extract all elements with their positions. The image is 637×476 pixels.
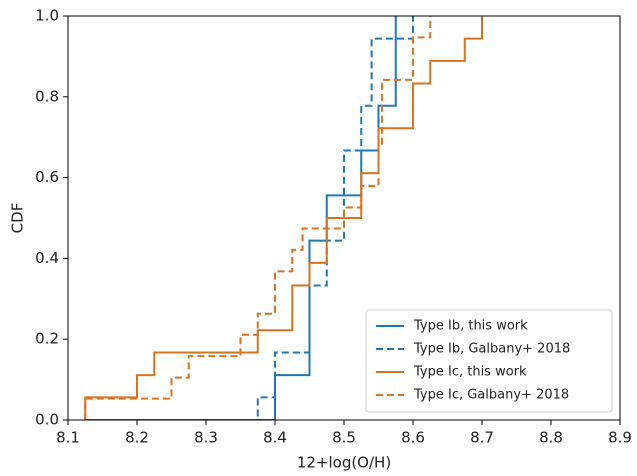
y-tick-label: 0.6	[35, 168, 59, 186]
legend-label: Type Ic, Galbany+ 2018	[413, 388, 569, 403]
x-tick-label: 8.8	[539, 429, 563, 447]
cdf-line	[84, 16, 483, 420]
legend-label: Type Ic, this work	[413, 365, 527, 380]
x-tick-label: 8.7	[470, 429, 494, 447]
cdf-line	[84, 16, 432, 420]
y-axis-label: CDF	[9, 203, 27, 234]
x-tick-label: 8.9	[608, 429, 632, 447]
legend-box	[365, 309, 613, 413]
y-tick-label: 0.4	[35, 249, 59, 267]
cdf-line	[85, 16, 414, 420]
y-tick-label: 1.0	[35, 7, 59, 25]
legend-label: Type Ib, this work	[413, 319, 528, 334]
x-tick-label: 8.6	[401, 429, 425, 447]
legend: Type Ib, this work Type Ib, Galbany+ 2018…	[365, 309, 613, 413]
x-tick-label: 8.1	[56, 429, 80, 447]
x-tick-label: 8.4	[263, 429, 287, 447]
y-tick-label: 0.2	[35, 330, 59, 348]
x-tick-label: 8.3	[194, 429, 218, 447]
y-tick-label: 0.8	[35, 87, 59, 105]
legend-label: Type Ib, Galbany+ 2018	[413, 342, 570, 357]
y-tick-label: 0.0	[35, 411, 59, 429]
x-tick-label: 8.5	[332, 429, 356, 447]
x-tick-label: 8.2	[125, 429, 149, 447]
x-axis-label: 12+log(O/H)	[297, 454, 391, 472]
